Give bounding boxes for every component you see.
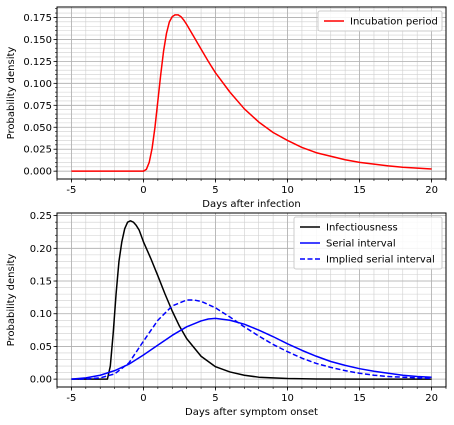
y-tick-label: 0.050 xyxy=(23,123,52,134)
incubation-grid xyxy=(56,7,447,179)
infectiousness-series-line-2 xyxy=(71,299,432,380)
incubation-plot-frame xyxy=(56,6,447,180)
infectiousness-legend-label-1: Serial interval xyxy=(326,239,396,250)
incubation-x-axis-label: Days after infection xyxy=(202,199,300,210)
x-tick-label: 20 xyxy=(425,393,438,404)
y-tick-label: 0.15 xyxy=(30,277,52,288)
infectiousness-chart: -5 0 5 10 15 20 0.00 0.05 0.10 0.15 0.20 0.25 Days … xyxy=(6,211,447,418)
x-tick-label: 0 xyxy=(140,393,146,404)
infectiousness-series-line-0 xyxy=(71,220,432,380)
infectiousness-ticks: -5 0 5 10 15 20 0.00 0.05 0.10 0.15 0.20 0.25 xyxy=(30,211,447,404)
y-tick-label: 0.05 xyxy=(30,342,52,353)
x-tick-label: 20 xyxy=(425,185,438,196)
y-tick-label: 0.20 xyxy=(30,244,52,255)
x-tick-label: 0 xyxy=(140,185,146,196)
infectiousness-plot-frame xyxy=(56,212,447,388)
y-tick-label: 0.025 xyxy=(23,145,52,156)
infectiousness-series-layer xyxy=(71,220,432,380)
y-tick-label: 0.175 xyxy=(23,13,52,24)
x-tick-label: 15 xyxy=(353,393,366,404)
incubation-legend-box xyxy=(317,10,443,32)
y-tick-label: 0.000 xyxy=(23,167,52,178)
y-tick-label: 0.125 xyxy=(23,57,52,68)
incubation-series-layer xyxy=(71,14,432,172)
infectiousness-x-axis-label: Days after symptom onset xyxy=(185,407,318,418)
incubation-chart: -5 0 5 10 15 20 0.000 0.025 0.050 0.075 0.100 0.125… xyxy=(6,6,447,210)
infectiousness-legend-box xyxy=(293,216,443,270)
infectiousness-legend-label-0: Infectiousness xyxy=(326,223,398,234)
x-tick-label: -5 xyxy=(66,393,76,404)
infectiousness-legend: Infectiousness Serial interval Implied ser… xyxy=(293,216,443,270)
y-tick-label: 0.25 xyxy=(30,211,52,222)
incubation-ticks: -5 0 5 10 15 20 0.000 0.025 0.050 0.075 0.100 0.125… xyxy=(23,8,447,196)
incubation-y-axis-label: Probability density xyxy=(6,47,17,140)
x-tick-label: 5 xyxy=(212,185,218,196)
y-tick-label: 0.100 xyxy=(23,79,52,90)
x-tick-label: 5 xyxy=(212,393,218,404)
y-tick-label: 0.075 xyxy=(23,101,52,112)
infectiousness-y-axis-label: Probability density xyxy=(6,254,17,347)
x-tick-label: 10 xyxy=(281,393,294,404)
incubation-legend-label-0: Incubation period xyxy=(350,17,438,28)
incubation-legend: Incubation period xyxy=(317,10,443,32)
infectiousness-legend-label-2: Implied serial interval xyxy=(326,255,435,266)
y-tick-label: 0.150 xyxy=(23,35,52,46)
y-tick-label: 0.00 xyxy=(30,375,52,386)
infectiousness-series-line-1 xyxy=(71,317,432,380)
incubation-series-line-0 xyxy=(71,14,432,172)
x-tick-label: -5 xyxy=(66,185,76,196)
x-tick-label: 15 xyxy=(353,185,366,196)
x-tick-label: 10 xyxy=(281,185,294,196)
y-tick-label: 0.10 xyxy=(30,309,52,320)
